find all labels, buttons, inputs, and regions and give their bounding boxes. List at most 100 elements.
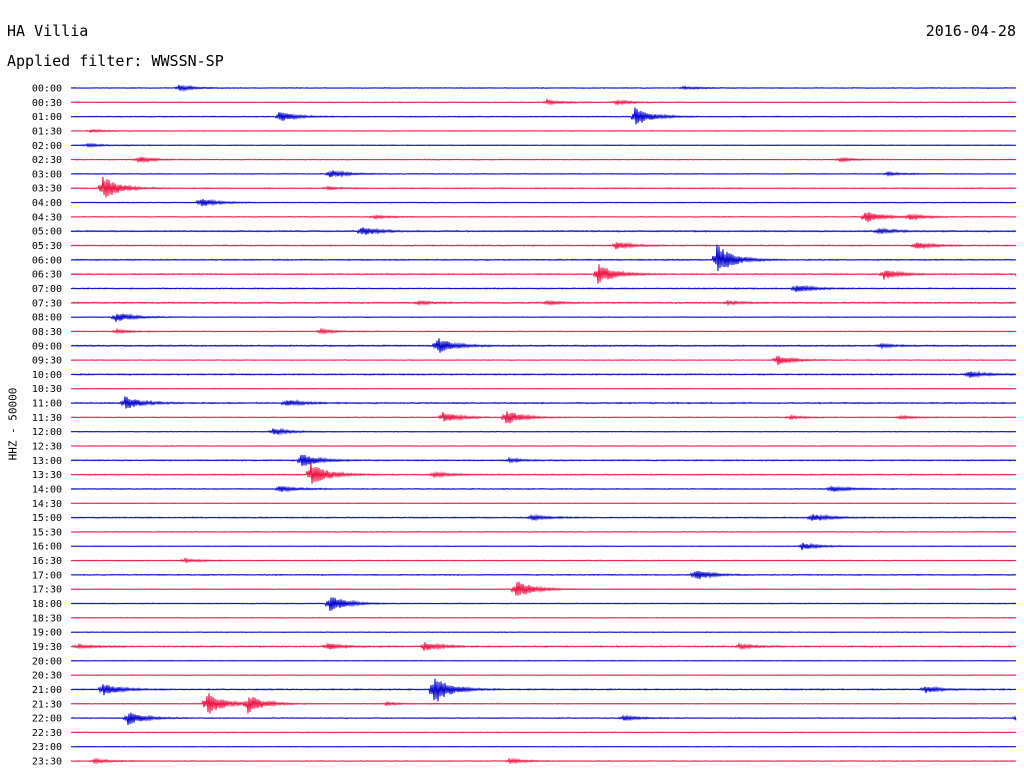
trace-line <box>70 176 1017 198</box>
trace-line <box>70 299 1017 307</box>
row-time-label: 08:00 <box>32 313 62 324</box>
row-time-label: 06:00 <box>32 255 62 266</box>
applied-filter-label: Applied filter: WWSSN-SP <box>7 52 224 70</box>
trace-line <box>70 513 1017 522</box>
row-time-label: 07:00 <box>32 284 62 295</box>
row-time-label: 01:00 <box>32 112 62 123</box>
trace-lines <box>70 84 1017 765</box>
row-time-label: 01:30 <box>32 126 62 137</box>
row-time-label: 03:30 <box>32 184 62 195</box>
station-name: HA Villia <box>7 22 89 40</box>
time-labels: 00:00 00:30 01:00 01:30 02:00 02:30 03:00 03:30… <box>32 84 62 768</box>
trace-line <box>70 597 1017 611</box>
row-time-label: 20:30 <box>32 671 62 682</box>
trace-line <box>70 616 1017 619</box>
row-time-label: 04:30 <box>32 212 62 223</box>
row-time-label: 05:30 <box>32 241 62 252</box>
row-time-label: 00:30 <box>32 98 62 109</box>
row-time-label: 07:30 <box>32 298 62 309</box>
row-time-label: 11:00 <box>32 399 62 410</box>
record-date: 2016-04-28 <box>925 22 1016 40</box>
row-time-label: 02:30 <box>32 155 62 166</box>
row-time-label: 22:30 <box>32 728 62 739</box>
trace-line <box>70 128 1017 134</box>
row-time-label: 17:00 <box>32 570 62 581</box>
row-time-label: 14:30 <box>32 499 62 510</box>
trace-line <box>70 484 1017 493</box>
row-time-label: 04:00 <box>32 198 62 209</box>
trace-line <box>70 355 1017 365</box>
row-time-label: 20:00 <box>32 656 62 667</box>
trace-line <box>70 198 1017 207</box>
trace-line <box>70 241 1017 250</box>
row-time-label: 21:00 <box>32 685 62 696</box>
trace-line <box>70 502 1017 505</box>
trace-line <box>70 631 1017 634</box>
trace-line <box>70 264 1017 284</box>
row-time-label: 12:30 <box>32 442 62 453</box>
row-time-label: 06:30 <box>32 270 62 281</box>
trace-line <box>70 641 1017 651</box>
row-time-label: 16:30 <box>32 556 62 567</box>
trace-line <box>70 156 1017 164</box>
row-time-label: 13:30 <box>32 470 62 481</box>
trace-line <box>70 387 1017 390</box>
row-time-label: 09:30 <box>32 356 62 367</box>
trace-line <box>70 338 1017 353</box>
row-time-label: 02:00 <box>32 141 62 152</box>
row-time-label: 14:00 <box>32 484 62 495</box>
row-time-label: 11:30 <box>32 413 62 424</box>
row-time-label: 15:30 <box>32 527 62 538</box>
trace-line <box>70 327 1017 336</box>
trace-line <box>70 313 1017 322</box>
trace-line <box>70 678 1017 702</box>
trace-line <box>70 97 1017 106</box>
row-time-label: 17:30 <box>32 585 62 596</box>
trace-line <box>70 212 1017 222</box>
trace-line <box>70 557 1017 564</box>
row-time-label: 00:00 <box>32 84 62 95</box>
trace-line <box>70 411 1017 424</box>
trace-line <box>70 674 1017 677</box>
trace-line <box>70 542 1017 551</box>
row-time-label: 16:00 <box>32 542 62 553</box>
row-time-label: 05:00 <box>32 227 62 238</box>
row-time-label: 23:00 <box>32 742 62 753</box>
trace-line <box>70 227 1017 235</box>
trace-line <box>70 142 1017 148</box>
trace-line <box>70 693 1017 714</box>
row-time-label: 13:00 <box>32 456 62 467</box>
row-time-label: 03:00 <box>32 169 62 180</box>
row-time-label: 19:00 <box>32 628 62 639</box>
trace-line <box>70 370 1017 378</box>
row-time-label: 10:30 <box>32 384 62 395</box>
trace-line <box>70 757 1017 765</box>
row-time-label: 15:00 <box>32 513 62 524</box>
row-time-label: 19:30 <box>32 642 62 653</box>
trace-line <box>70 244 1017 272</box>
trace-line <box>70 170 1017 178</box>
row-time-label: 23:30 <box>32 757 62 768</box>
trace-line <box>70 284 1017 293</box>
trace-line <box>70 462 1017 484</box>
trace-line <box>70 712 1017 726</box>
trace-line <box>70 107 1017 125</box>
row-time-label: 12:00 <box>32 427 62 438</box>
trace-line <box>70 570 1017 579</box>
row-time-label: 18:00 <box>32 599 62 610</box>
trace-line <box>70 659 1017 662</box>
row-time-label: 22:00 <box>32 714 62 725</box>
row-time-label: 08:30 <box>32 327 62 338</box>
row-time-label: 10:00 <box>32 370 62 381</box>
trace-line <box>70 530 1017 534</box>
trace-line <box>70 731 1017 734</box>
row-time-label: 21:30 <box>32 699 62 710</box>
trace-line <box>70 745 1017 748</box>
trace-line <box>70 445 1017 447</box>
row-time-label: 09:00 <box>32 341 62 352</box>
trace-line <box>70 427 1017 436</box>
trace-line <box>70 454 1017 467</box>
trace-line <box>70 84 1017 92</box>
row-time-label: 18:30 <box>32 613 62 624</box>
